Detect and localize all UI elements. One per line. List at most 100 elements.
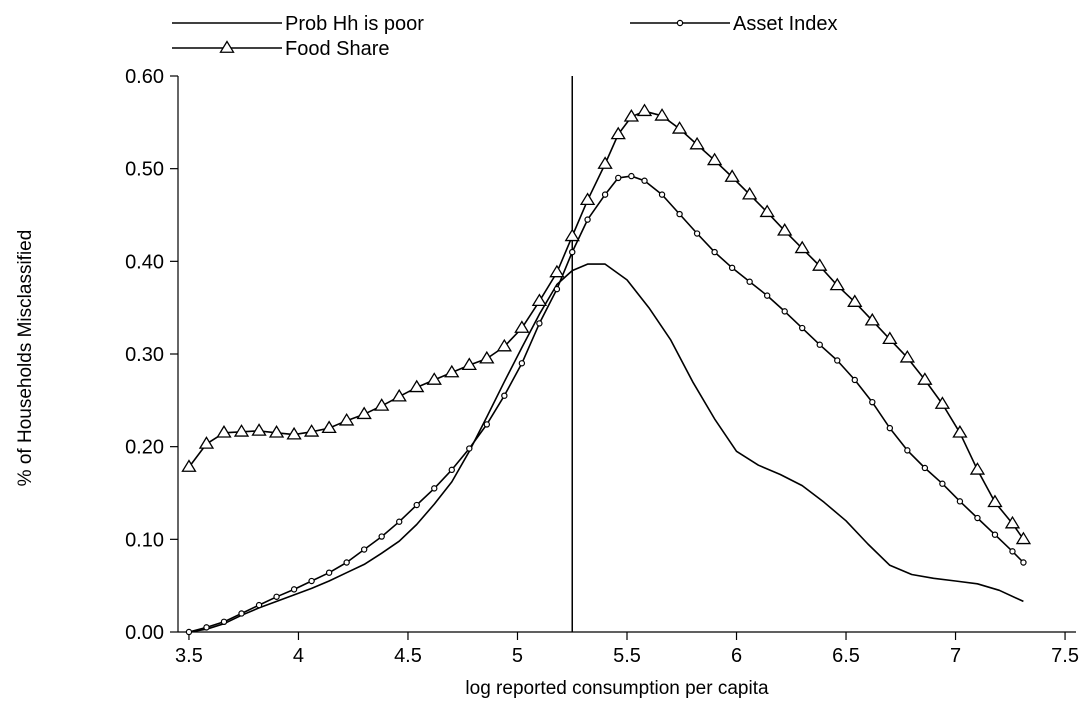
data-point (579, 192, 596, 206)
y-tick-label: 0.00 (125, 622, 164, 644)
data-point (1004, 515, 1021, 529)
x-tick-label: 6 (731, 645, 742, 667)
x-tick-label: 7.5 (1051, 645, 1079, 667)
data-point (238, 610, 245, 617)
data-point (496, 338, 513, 352)
data-point (343, 559, 350, 566)
series-line (188, 263, 1024, 633)
data-point (286, 426, 302, 440)
data-point (689, 136, 705, 150)
data-point (273, 593, 280, 600)
legend-item: Food Share (172, 38, 390, 60)
y-ticks: 0.00 0.10 0.20 0.30 0.40 0.50 0.60 (125, 66, 178, 644)
data-point (553, 285, 561, 293)
data-point (396, 518, 403, 525)
data-point (374, 398, 390, 411)
data-point (1020, 559, 1027, 566)
data-point (466, 445, 473, 452)
data-point (220, 618, 228, 626)
data-point (1009, 548, 1016, 555)
data-point (325, 569, 333, 576)
series-asset-index (185, 172, 1027, 636)
data-point (536, 320, 543, 327)
data-point (851, 376, 858, 384)
x-tick-label: 4.5 (394, 645, 422, 667)
data-point (623, 109, 640, 122)
data-point (934, 396, 951, 409)
data-point (636, 103, 653, 117)
data-point (974, 514, 981, 522)
data-point (899, 349, 916, 363)
data-point (728, 264, 736, 272)
data-point (569, 248, 576, 256)
data-point (641, 177, 648, 184)
data-point (724, 169, 740, 182)
data-point (864, 312, 880, 326)
data-point (501, 392, 508, 399)
data-point (290, 586, 298, 593)
data-point (391, 388, 407, 402)
series-prob-hh-is-poor (188, 263, 1024, 633)
series-line (188, 175, 1024, 633)
x-tick-label: 6.5 (832, 645, 860, 667)
data-point (303, 424, 320, 437)
axes: 0.00 0.10 0.20 0.30 0.40 0.50 0.60 3.5 4 4.5 5 5.5… (125, 66, 1079, 667)
data-point (706, 152, 723, 166)
legend-marker (219, 40, 235, 53)
legend-label: Prob Hh is poor (285, 13, 424, 35)
data-point (321, 420, 337, 434)
data-point (409, 379, 425, 393)
data-point (847, 294, 863, 307)
x-tick-label: 5.5 (613, 645, 641, 667)
data-point (676, 210, 683, 218)
data-point (601, 191, 609, 198)
data-point (628, 172, 635, 180)
data-point (268, 425, 285, 438)
data-point (956, 498, 964, 505)
x-tick-label: 5 (512, 645, 523, 667)
legend-item: Prob Hh is poor (172, 13, 424, 35)
data-point (461, 357, 477, 370)
data-point (869, 398, 876, 406)
legend: Prob Hh is poor Asset Index Food Share (172, 13, 838, 60)
data-point (308, 577, 315, 585)
data-point (741, 186, 758, 200)
legend-item: Asset Index (630, 13, 838, 35)
y-tick-label: 0.20 (125, 437, 164, 459)
data-point (431, 485, 438, 492)
data-point (671, 121, 688, 134)
x-axis-title: log reported consumption per capita (465, 678, 769, 699)
data-point (356, 406, 372, 420)
data-point (531, 293, 548, 307)
data-point (549, 264, 565, 278)
x-tick-label: 4 (293, 645, 304, 667)
data-point (746, 278, 753, 285)
data-point (886, 424, 894, 432)
data-point (518, 360, 526, 367)
data-point (829, 277, 845, 291)
data-point (759, 204, 775, 218)
y-axis-title: % of Households Misclassified (15, 230, 36, 487)
data-point (799, 324, 806, 332)
data-point (255, 601, 263, 609)
data-point (816, 341, 823, 348)
data-point (654, 108, 670, 121)
data-point (338, 412, 355, 426)
data-point (1015, 531, 1032, 545)
data-point (479, 350, 495, 364)
legend-label: Food Share (285, 38, 390, 60)
data-point (610, 126, 626, 140)
data-point (882, 331, 898, 345)
data-point (378, 533, 385, 540)
data-point (991, 531, 999, 538)
data-point (216, 425, 232, 438)
y-tick-label: 0.10 (125, 529, 164, 551)
data-point (413, 501, 420, 509)
data-point (904, 447, 911, 454)
data-point (198, 436, 215, 449)
data-point (969, 462, 986, 475)
legend-label: Asset Index (733, 13, 838, 35)
data-point (360, 546, 368, 553)
data-point (597, 156, 613, 169)
data-point (794, 240, 810, 254)
